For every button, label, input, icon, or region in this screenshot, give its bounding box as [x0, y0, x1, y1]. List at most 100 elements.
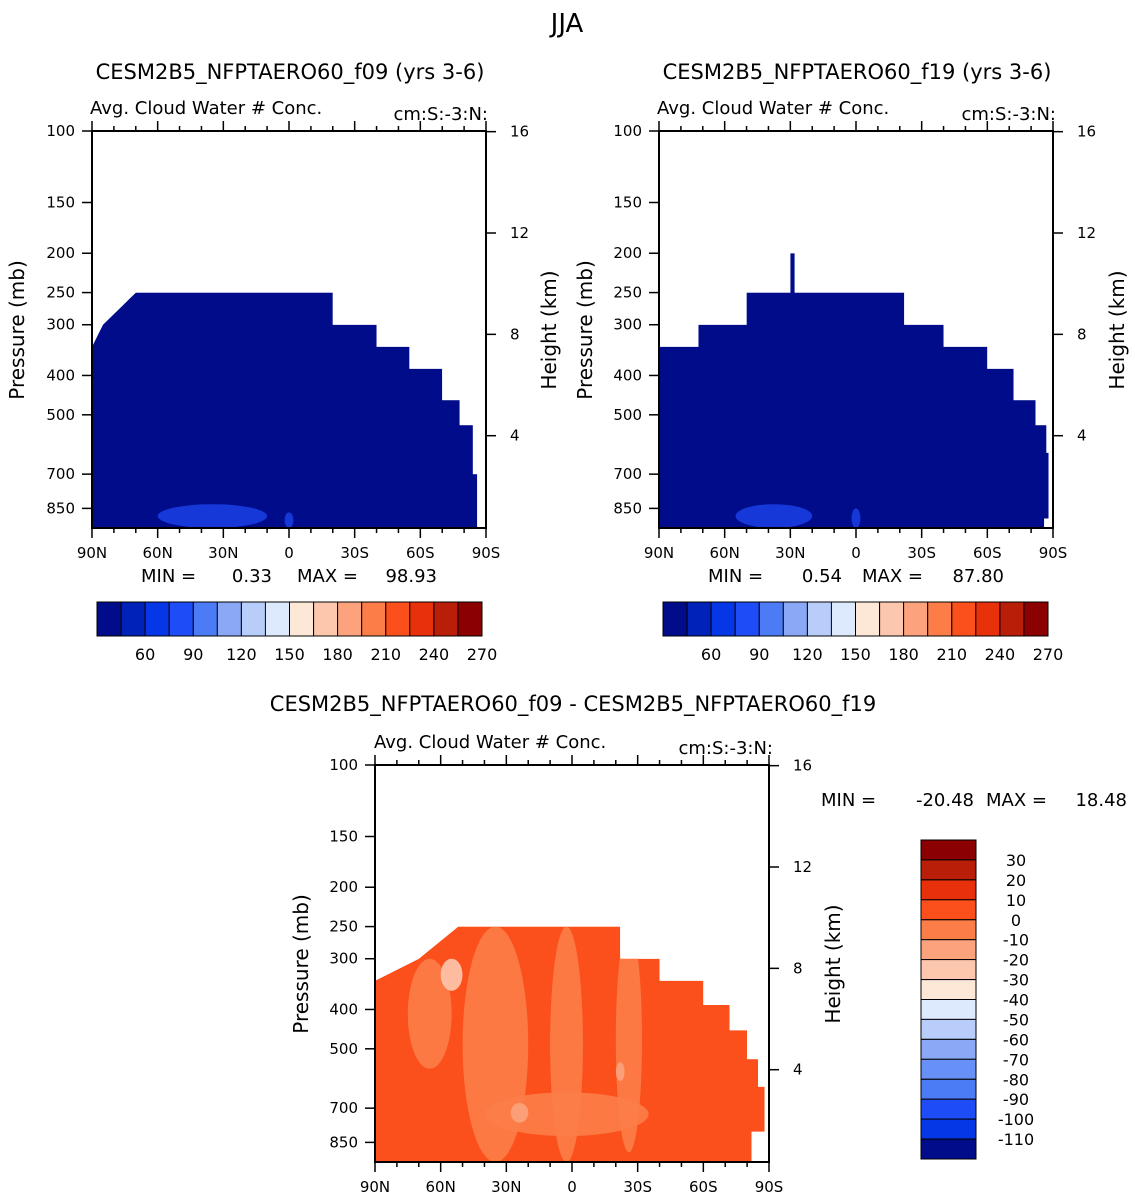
subtitle-left: Avg. Cloud Water # Conc.: [90, 98, 322, 119]
colorbar-swatch: [920, 839, 977, 861]
colorbar-label: -100: [998, 1110, 1034, 1129]
colorbar-label: 0: [1011, 911, 1021, 930]
colorbar-swatch: [920, 1118, 977, 1140]
blue-blob-eq: [284, 512, 294, 528]
p-tick-label: 850: [613, 499, 642, 517]
min-label: MIN =: [708, 566, 763, 587]
colorbar-swatch: [313, 601, 339, 637]
h-tick-label: 16: [510, 123, 529, 141]
x-tick-label: 90S: [755, 1178, 784, 1196]
x-tick-label: 90S: [1039, 544, 1068, 562]
h-tick-label: 12: [510, 224, 529, 242]
subtitle-right: cm:S:-3:N:: [678, 738, 773, 759]
p-tick-label: 100: [46, 122, 75, 140]
colorbar-swatch: [951, 601, 977, 637]
max-value: 18.48: [1075, 790, 1127, 811]
colorbar-label: 180: [322, 645, 353, 664]
min-value: 0.54: [802, 566, 842, 587]
p-tick-label: 100: [613, 122, 642, 140]
panel-title: CESM2B5_NFPTAERO60_f09 - CESM2B5_NFPTAER…: [270, 692, 876, 717]
colorbar-label: 240: [985, 645, 1016, 664]
colorbar-swatch: [975, 601, 1001, 637]
colorbar-swatch: [879, 601, 905, 637]
colorbar-swatch: [433, 601, 459, 637]
h-tick-label: 16: [793, 757, 812, 775]
panel-f19: CESM2B5_NFPTAERO60_f19 (yrs 3-6) Avg. Cl…: [573, 60, 1129, 664]
colorbar-label: 10: [1006, 891, 1026, 910]
colorbar-swatch: [920, 859, 977, 881]
colorbar-swatch: [920, 1098, 977, 1120]
colorbar-swatch: [361, 601, 387, 637]
x-tick-label: 30S: [907, 544, 936, 562]
p-tick-label: 700: [46, 465, 75, 483]
p-tick-label: 200: [613, 244, 642, 262]
colorbar-label: -30: [1003, 971, 1029, 990]
colorbar-swatch: [903, 601, 929, 637]
x-tick-label: 0: [567, 1178, 577, 1196]
x-tick-label: 90N: [644, 544, 674, 562]
x-tick-label: 60S: [406, 544, 435, 562]
max-label: MAX =: [862, 566, 923, 587]
colorbar-label: 120: [792, 645, 823, 664]
colorbar-label: -20: [1003, 951, 1029, 970]
ylabel-left: Pressure (mb): [5, 260, 29, 400]
p-tick-label: 300: [46, 316, 75, 334]
colorbar-label: -10: [1003, 931, 1029, 950]
colorbar-label: 120: [226, 645, 257, 664]
colorbar-swatch: [920, 1058, 977, 1080]
colorbar-swatch: [734, 601, 760, 637]
x-tick-label: 30N: [775, 544, 805, 562]
panel-title: CESM2B5_NFPTAERO60_f09 (yrs 3-6): [96, 60, 485, 85]
colorbar-label: 90: [749, 645, 769, 664]
colorbar-swatch: [927, 601, 953, 637]
colorbar-swatch: [920, 1138, 977, 1160]
colorbar-label: 240: [419, 645, 450, 664]
min-label: MIN =: [821, 790, 876, 811]
colorbar-swatch: [662, 601, 688, 637]
blue-blob-eq: [851, 508, 861, 528]
colorbar-swatch: [999, 601, 1025, 637]
colorbar-label: 20: [1006, 871, 1026, 890]
x-tick-label: 30N: [491, 1178, 521, 1196]
p-tick-label: 250: [46, 284, 75, 302]
colorbar-label: -90: [1003, 1090, 1029, 1109]
colorbar-label: 180: [888, 645, 919, 664]
x-tick-label: 90N: [360, 1178, 390, 1196]
colorbar-swatch: [920, 959, 977, 980]
ylabel-right: Height (km): [537, 270, 561, 389]
p-tick-label: 300: [329, 950, 358, 968]
colorbar-swatch: [144, 601, 170, 637]
x-tick-label: 60S: [689, 1178, 718, 1196]
data-region: [375, 926, 765, 1162]
p-tick-label: 500: [613, 406, 642, 424]
max-value: 87.80: [952, 566, 1004, 587]
subtitle-left: Avg. Cloud Water # Conc.: [374, 732, 606, 753]
p-tick-label: 700: [329, 1099, 358, 1117]
colorbar-label: -110: [998, 1130, 1034, 1149]
colorbar-label: 60: [135, 645, 155, 664]
colorbar-swatch: [758, 601, 784, 637]
colorbar-label: 210: [371, 645, 402, 664]
blue-blob-midlat: [735, 504, 813, 528]
colorbar-swatch: [216, 601, 242, 637]
colorbar-swatch: [855, 601, 881, 637]
subtitle-right: cm:S:-3:N:: [393, 104, 488, 125]
p-tick-label: 300: [613, 316, 642, 334]
colorbar-swatch: [920, 899, 977, 921]
x-tick-label: 60N: [143, 544, 173, 562]
colorbar-swatch: [385, 601, 411, 637]
h-tick-label: 12: [793, 858, 812, 876]
colorbar-swatch: [240, 601, 266, 637]
colorbar-swatch: [409, 601, 435, 637]
subtitle-right: cm:S:-3:N:: [961, 104, 1056, 125]
x-tick-label: 30S: [340, 544, 369, 562]
colorbar-swatch: [806, 601, 833, 637]
x-tick-label: 0: [851, 544, 861, 562]
colorbar-swatch: [686, 601, 712, 637]
ylabel-left: Pressure (mb): [289, 894, 313, 1034]
pale-patch-500: [615, 1062, 625, 1081]
colorbar-swatch: [920, 919, 977, 941]
colorbar-swatch: [920, 1038, 977, 1060]
colorbar-swatch: [920, 1018, 977, 1040]
